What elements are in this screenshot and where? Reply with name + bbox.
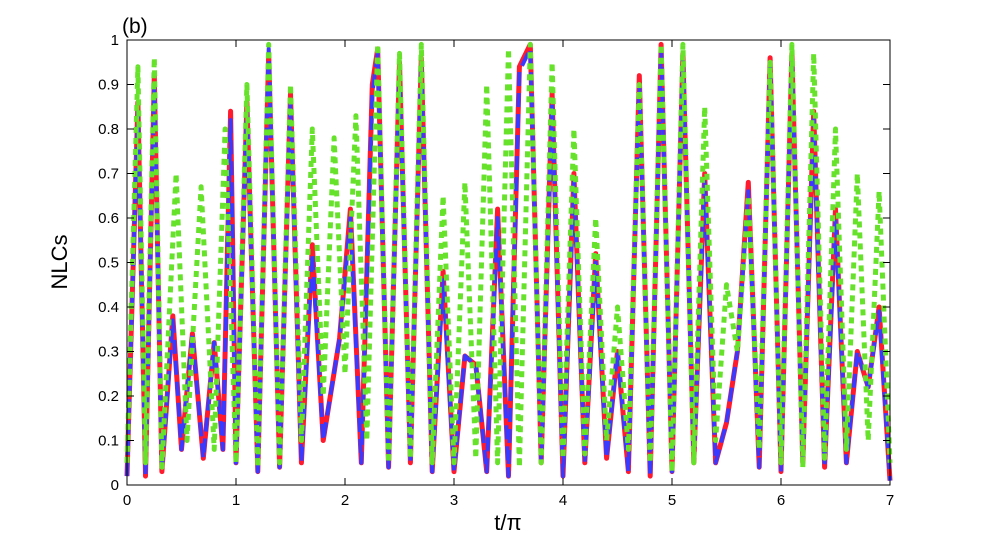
x-tick-label: 4 [559,492,567,509]
series-line-3 [124,41,893,475]
y-tick-label: 0.2 [98,388,119,405]
x-tick-label: 3 [450,492,458,509]
y-tick-label: 0.4 [98,299,119,316]
y-tick-label: 0.3 [98,344,119,361]
y-axis-title: NLCs [47,234,72,289]
x-tick-label: 6 [777,492,785,509]
x-axis-title: t/π [494,510,521,535]
y-tick-label: 0.9 [98,77,119,94]
y-tick-label: 0.6 [98,210,119,227]
y-tick-label: 0 [111,477,119,494]
y-tick-label: 1 [111,32,119,49]
x-tick-label: 2 [341,492,349,509]
panel-label: (b) [122,15,148,38]
y-tick-label: 0.5 [98,255,119,272]
y-tick-label: 0.1 [98,433,119,450]
x-tick-label: 0 [123,492,131,509]
x-tick-label: 5 [668,492,676,509]
ticks-layer: 0 1 2 3 4 5 6 7 0 0.1 0.2 0.3 0.4 0.5 0.6 0.7 0.8 0.9 1 [98,32,894,509]
series-layer [124,41,893,481]
x-tick-label: 1 [232,492,240,509]
x-tick-label: 7 [886,492,894,509]
y-tick-label: 0.8 [98,121,119,138]
series-line-2 [125,46,892,481]
y-tick-label: 0.7 [98,166,119,183]
